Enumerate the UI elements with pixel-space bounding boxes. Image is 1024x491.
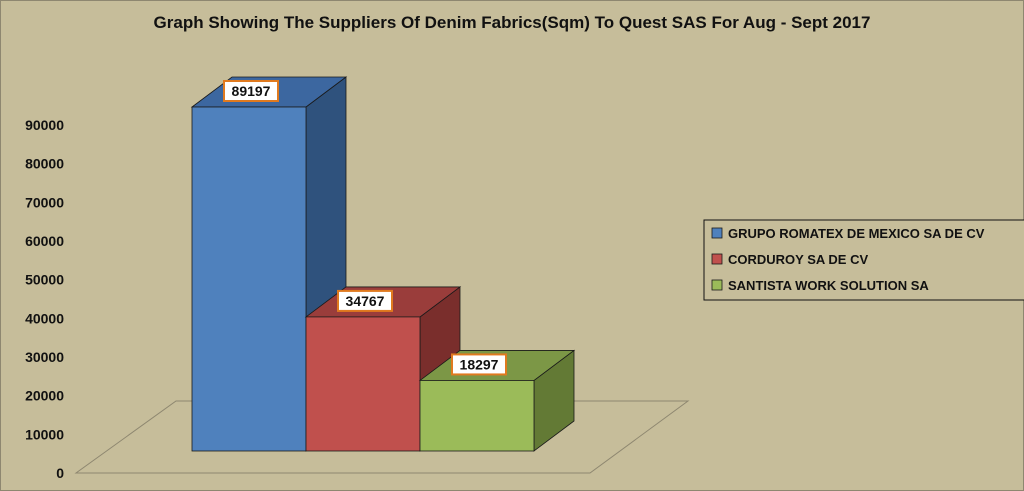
legend: GRUPO ROMATEX DE MEXICO SA DE CV CORDUROY… [703, 219, 1024, 301]
data-label-text: 18297 [460, 356, 499, 372]
data-label-box [451, 353, 507, 376]
data-label-text: 89197 [232, 83, 271, 99]
bar-front [191, 106, 307, 452]
y-axis-ticks: 0 10000 20000 30000 40000 50000 60000 70000 8000… [25, 117, 64, 481]
data-label-box [337, 289, 393, 312]
legend-swatch [711, 227, 723, 239]
data-label-3: 18297 [451, 353, 507, 376]
data-label-2: 34767 [337, 289, 393, 312]
y-tick-label: 80000 [25, 156, 64, 172]
legend-box [703, 219, 1024, 301]
bars [190, 76, 576, 452]
legend-label: SANTISTA WORK SOLUTION SA [728, 278, 929, 293]
bar-front [419, 380, 535, 452]
legend-label: GRUPO ROMATEX DE MEXICO SA DE CV [728, 226, 985, 241]
legend-item-2: CORDUROY SA DE CV [711, 252, 868, 267]
legend-swatch [711, 253, 723, 265]
y-tick-label: 90000 [25, 117, 64, 133]
legend-item-1: GRUPO ROMATEX DE MEXICO SA DE CV [711, 226, 985, 241]
data-labels: 89197 34767 18297 [223, 80, 507, 376]
bar-front [305, 316, 421, 452]
legend-swatch [711, 279, 723, 291]
y-tick-label: 40000 [25, 310, 64, 326]
y-tick-label: 50000 [25, 272, 64, 288]
data-label-box [223, 80, 279, 102]
y-tick-label: 30000 [25, 349, 64, 365]
y-tick-label: 10000 [25, 426, 64, 442]
legend-item-3: SANTISTA WORK SOLUTION SA [711, 278, 929, 293]
legend-label: CORDUROY SA DE CV [728, 252, 868, 267]
y-tick-label: 20000 [25, 388, 64, 404]
chart-floor [74, 400, 690, 474]
chart-title: Graph Showing The Suppliers Of Denim Fab… [154, 13, 871, 32]
data-label-1: 89197 [223, 80, 279, 102]
y-tick-label: 70000 [25, 194, 64, 210]
y-tick-label: 0 [56, 465, 64, 481]
y-tick-label: 60000 [25, 233, 64, 249]
data-label-text: 34767 [346, 293, 385, 309]
